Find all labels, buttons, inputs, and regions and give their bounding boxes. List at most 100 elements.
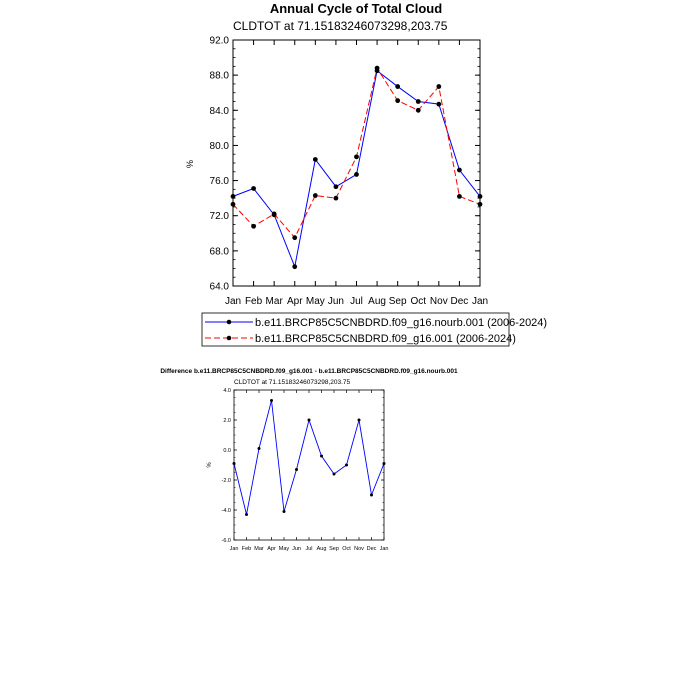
x-tick-label: Dec	[367, 546, 377, 552]
series-1-point	[251, 223, 256, 229]
series-0-point	[354, 172, 359, 177]
series-1-point	[333, 195, 339, 201]
y-tick-label: -4.0	[222, 508, 231, 514]
x-tick-label: Oct	[410, 296, 426, 307]
x-tick-label: Sep	[389, 296, 407, 307]
x-tick-label: Feb	[242, 546, 251, 552]
series-0-point	[436, 101, 442, 107]
series-0-point	[245, 513, 248, 516]
series-1-point	[477, 201, 483, 207]
series-0-point	[382, 462, 386, 465]
series-1-point	[292, 235, 298, 241]
series-0-point	[333, 184, 339, 190]
chart-title: Annual Cycle of Total Cloud	[270, 1, 442, 16]
x-tick-label: Jul	[350, 296, 363, 307]
x-tick-label: May	[306, 296, 325, 307]
x-tick-label: Jan	[230, 546, 239, 552]
series-1-point	[395, 98, 401, 104]
series-0-point	[477, 193, 483, 199]
y-tick-label: -6.0	[222, 538, 231, 544]
y-tick-label: 4.0	[223, 388, 231, 394]
series-0-point	[457, 167, 462, 173]
series-line-1	[232, 66, 481, 239]
x-tick-label: Jun	[328, 296, 344, 307]
y-axis-label: %	[185, 160, 195, 168]
legend-marker-nourb	[226, 319, 232, 325]
series-0-point	[251, 186, 256, 191]
legend-box	[201, 312, 510, 347]
x-tick-label: Apr	[287, 296, 303, 307]
difference-y-axis-label: %	[207, 462, 213, 468]
difference-title: Difference b.e11.BRCP85C5CNBDRD.f09_g16.…	[160, 368, 458, 375]
series-0-point	[357, 418, 361, 422]
series-0-point	[395, 84, 401, 89]
y-tick-label: 72.0	[210, 211, 230, 222]
legend: b.e11.BRCP85C5CNBDRD.f09_g16.nourb.001 (…	[201, 312, 547, 347]
y-tick-label: 64.0	[210, 282, 230, 293]
x-tick-label: Jan	[472, 296, 488, 307]
series-0-point	[230, 193, 236, 199]
series-0-point	[307, 418, 311, 422]
series-0-point	[270, 399, 273, 402]
x-tick-label: Mar	[254, 546, 264, 552]
difference-series-layer	[232, 399, 386, 516]
chart-subtitle: CLDTOT at 71.15183246073298,203.75	[233, 19, 448, 33]
y-tick-label: 0.0	[223, 448, 231, 454]
plot-frame	[232, 39, 481, 287]
series-0-point	[282, 510, 286, 513]
series-1-point	[374, 65, 380, 71]
y-tick-label: -2.0	[222, 478, 231, 484]
legend-marker-urb	[226, 335, 232, 341]
series-0-point	[232, 462, 236, 465]
x-tick-label: Sep	[329, 546, 339, 552]
y-tick-label: 80.0	[210, 141, 230, 152]
y-tick-label: 76.0	[210, 176, 230, 187]
series-1-point	[230, 201, 236, 207]
difference-subtitle: CLDTOT at 71.15183246073298,203.75	[234, 379, 351, 386]
difference-chart: Difference b.e11.BRCP85C5CNBDRD.f09_g16.…	[160, 368, 458, 552]
x-tick-label: Nov	[430, 296, 448, 307]
series-0-point	[295, 468, 298, 471]
series-0-point	[415, 99, 421, 104]
series-0-point	[257, 447, 261, 450]
series-line-0	[232, 69, 481, 269]
series-1-point	[415, 107, 421, 113]
series-0-point	[345, 463, 348, 467]
series-0-point	[292, 264, 298, 270]
y-tick-label: 68.0	[210, 246, 230, 257]
y-tick-label: 2.0	[223, 418, 231, 424]
x-tick-label: Jul	[305, 546, 312, 552]
x-tick-label: Nov	[354, 546, 364, 552]
x-tick-label: Apr	[267, 546, 276, 552]
series-0-point	[332, 472, 336, 476]
series-1-point	[354, 154, 359, 160]
legend-label-urb: b.e11.BRCP85C5CNBDRD.f09_g16.001 (2006-2…	[255, 333, 516, 345]
series-0-point	[320, 454, 323, 458]
series-1-point	[312, 193, 318, 198]
x-tick-label: Aug	[368, 296, 386, 307]
annual-cycle-chart: Annual Cycle of Total Cloud CLDTOT at 71…	[185, 1, 488, 307]
x-tick-label: Jan	[225, 296, 241, 307]
x-tick-label: Jun	[292, 546, 301, 552]
y-tick-label: 84.0	[210, 106, 230, 117]
x-tick-label: Aug	[317, 546, 327, 552]
x-tick-label: May	[279, 546, 290, 552]
series-1-point	[457, 193, 462, 199]
x-tick-label: Jan	[380, 546, 389, 552]
x-tick-label: Oct	[342, 546, 351, 552]
series-0-point	[312, 157, 318, 162]
series-1-point	[271, 211, 277, 217]
x-tick-label: Dec	[451, 296, 469, 307]
x-tick-label: Mar	[266, 296, 284, 307]
y-tick-label: 92.0	[210, 36, 230, 47]
series-layer	[230, 65, 483, 270]
series-1-point	[436, 84, 442, 89]
series-0-point	[370, 493, 373, 497]
y-tick-label: 88.0	[210, 71, 230, 82]
series-line-0	[233, 400, 385, 515]
difference-plot-frame	[233, 389, 385, 541]
x-tick-label: Feb	[245, 296, 263, 307]
